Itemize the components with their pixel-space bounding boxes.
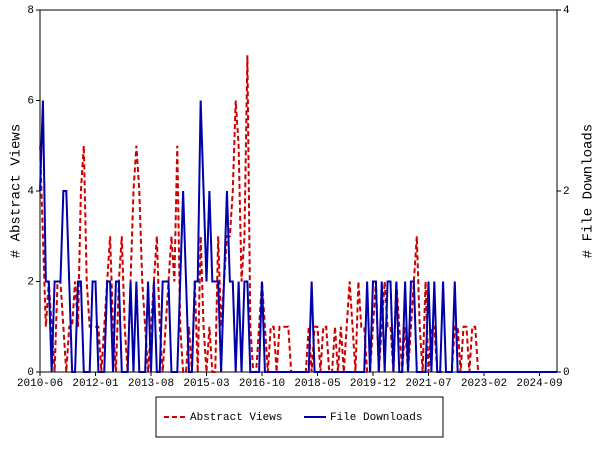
y2-axis-label: # File Downloads [581, 124, 597, 258]
legend-box [155, 396, 444, 438]
y-tick-label: 8 [27, 5, 34, 17]
y-tick-label: 4 [27, 186, 34, 198]
x-tick-label: 2023-02 [461, 378, 507, 390]
y-tick-label: 6 [27, 95, 34, 107]
series-line [39, 100, 557, 373]
x-tick-label: 2010-06 [17, 378, 63, 390]
x-tick-label: 2013-08 [128, 378, 174, 390]
legend-label: Abstract Views [190, 412, 282, 424]
plot-frame [39, 9, 558, 373]
x-tick-label: 2018-05 [294, 378, 340, 390]
x-tick-label: 2021-07 [405, 378, 451, 390]
y-axis-label: # Abstract Views [9, 124, 25, 258]
y-tick-label: 2 [27, 276, 34, 288]
x-tick-label: 2019-12 [350, 378, 396, 390]
x-tick-label: 2012-01 [72, 378, 119, 390]
x-tick-label: 2015-03 [183, 378, 229, 390]
series-line [39, 55, 557, 373]
y2-tick-label: 2 [563, 186, 570, 198]
y2-tick-label: 4 [563, 5, 570, 17]
y-tick-label: 0 [27, 367, 34, 379]
x-tick-label: 2024-09 [516, 378, 562, 390]
legend-label: File Downloads [330, 412, 422, 424]
x-tick-label: 2016-10 [239, 378, 285, 390]
y2-tick-label: 0 [563, 367, 570, 379]
